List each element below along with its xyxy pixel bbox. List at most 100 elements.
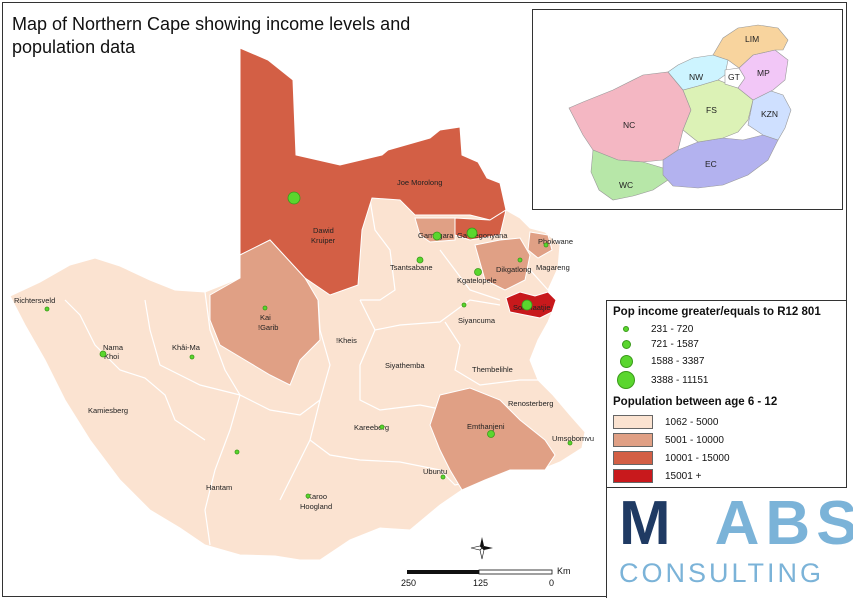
region-kai-garib bbox=[209, 239, 321, 386]
label-ubuntu: Ubuntu bbox=[423, 467, 447, 476]
region-emthanjeni bbox=[429, 387, 556, 491]
inset-label-gt: GT bbox=[728, 72, 740, 82]
legend-population-row: 1062 - 5000 bbox=[613, 414, 718, 430]
label-kai-garib-2: !Garib bbox=[258, 323, 278, 332]
income-dot-kai-garib bbox=[262, 305, 268, 311]
legend-income-row: 721 - 1587 bbox=[613, 336, 699, 352]
income-dot-umsobomvu bbox=[567, 440, 573, 446]
label-magareng: Magareng bbox=[536, 263, 570, 272]
scale-label-250: 250 bbox=[401, 578, 417, 588]
municipality-labels: Joe Morolong Dawid Kruiper Gamagara Ga-S… bbox=[14, 178, 594, 511]
legend-population-title: Population between age 6 - 12 bbox=[613, 396, 778, 408]
legend-swatch bbox=[613, 433, 653, 447]
legend-income-class: 3388 - 11151 bbox=[651, 374, 709, 386]
inset-province-wc bbox=[590, 149, 669, 201]
income-dot-richtersveld bbox=[44, 306, 50, 312]
logo-consulting-text: CONSULTING bbox=[619, 558, 825, 588]
legend-income-class: 231 - 720 bbox=[651, 323, 694, 335]
region-phokwane bbox=[527, 231, 553, 259]
inset-label-nw: NW bbox=[689, 72, 703, 82]
inset-label-wc: WC bbox=[619, 180, 633, 190]
label-nama-khoi-1: Nama bbox=[103, 343, 124, 352]
inset-map-south-africa: LIM NW GT MP NC FS KZN EC WC bbox=[532, 9, 843, 210]
logo-m-mark: M bbox=[619, 489, 671, 558]
income-dot-hantam bbox=[234, 449, 240, 455]
income-dot-ubuntu bbox=[440, 474, 446, 480]
income-dot-karoo-hoogland bbox=[305, 493, 311, 499]
inset-label-fs: FS bbox=[706, 105, 717, 115]
label-ga-segonyana: Ga-Segonyana bbox=[457, 231, 508, 240]
label-kamiesberg: Kamiesberg bbox=[88, 406, 128, 415]
label-phokwane: Phokwane bbox=[538, 237, 573, 246]
legend-population-class: 5001 - 10000 bbox=[665, 434, 724, 446]
label-hantam: Hantam bbox=[206, 483, 232, 492]
income-dot-kareeberg bbox=[379, 424, 385, 430]
label-dawid-kruiper-1: Dawid bbox=[313, 226, 334, 235]
inset-province-nw bbox=[667, 54, 729, 91]
income-dot-kgatelopele bbox=[474, 268, 482, 276]
logo-mabs-rest: ABS bbox=[714, 489, 853, 558]
legend-dot-small-icon bbox=[623, 326, 629, 332]
inset-label-nc: NC bbox=[623, 120, 635, 130]
map-title: Map of Northern Cape showing income leve… bbox=[12, 14, 411, 57]
income-dot-gamagara bbox=[432, 231, 442, 241]
label-joe-morolong: Joe Morolong bbox=[397, 178, 442, 187]
label-emthanjeni: Emthanjeni bbox=[467, 422, 505, 431]
label-kai-garib-1: Kai bbox=[260, 313, 271, 322]
label-karoo-hoogland-1: Karoo bbox=[307, 492, 327, 501]
label-kgatelopele: Kgatelopele bbox=[457, 276, 497, 285]
legend-dot-large-icon bbox=[619, 354, 633, 368]
region-dawid-kruiper-joe-morolong bbox=[239, 47, 507, 296]
inset-province-lim bbox=[712, 24, 789, 69]
legend-swatch bbox=[613, 415, 653, 429]
legend-population-class: 1062 - 5000 bbox=[665, 416, 719, 428]
scale-label-125: 125 bbox=[473, 578, 489, 588]
label-karoo-hoogland-2: Hoogland bbox=[300, 502, 332, 511]
inset-label-lim: LIM bbox=[745, 34, 759, 44]
legend-population-row: 5001 - 10000 bbox=[613, 432, 724, 448]
region-dikgatlong bbox=[474, 237, 531, 291]
income-dot-emthanjeni bbox=[487, 430, 495, 438]
map-frame bbox=[2, 2, 847, 597]
north-arrow-icon bbox=[470, 537, 493, 560]
label-renosterberg: Renosterberg bbox=[508, 399, 553, 408]
label-tsantsabane: Tsantsabane bbox=[390, 263, 433, 272]
scale-label-0: 0 bbox=[549, 578, 555, 588]
legend-population-class: 10001 - 15000 bbox=[665, 452, 730, 464]
legend-income-title: Pop income greater/equals to R12 801 bbox=[613, 306, 821, 318]
income-dot-ga-segonyana bbox=[466, 227, 478, 239]
income-dot-siyancuma bbox=[461, 302, 467, 308]
scale-unit: Km bbox=[557, 566, 571, 576]
income-dots bbox=[44, 191, 573, 499]
legend-population-class: 15001 + bbox=[665, 470, 702, 482]
legend-swatch bbox=[613, 469, 653, 483]
label-kareeberg: Kareeberg bbox=[354, 423, 389, 432]
label-siyathemba: Siyathemba bbox=[385, 361, 425, 370]
label-thembelihle: Thembelihle bbox=[472, 365, 513, 374]
legend-swatch bbox=[613, 451, 653, 465]
inset-province-nc bbox=[568, 71, 692, 163]
legend-population-row: 15001 + bbox=[613, 468, 701, 484]
legend-population-row: 10001 - 15000 bbox=[613, 450, 730, 466]
label-kheis: !Kheis bbox=[336, 336, 357, 345]
label-dikgatlong: Dikgatlong bbox=[496, 265, 531, 274]
label-siyancuma: Siyancuma bbox=[458, 316, 496, 325]
income-dot-phokwane bbox=[543, 242, 549, 248]
region-gamagara bbox=[414, 217, 456, 243]
label-umsobomvu: Umsobomvu bbox=[552, 434, 594, 443]
label-dawid-kruiper-2: Kruiper bbox=[311, 236, 336, 245]
label-khai-ma: Khâi-Ma bbox=[172, 343, 201, 352]
label-nama-khoi-2: Khoi bbox=[104, 352, 119, 361]
map-legend: Pop income greater/equals to R12 801 231… bbox=[606, 300, 847, 488]
legend-dot-xlarge-icon bbox=[617, 371, 635, 389]
legend-income-class: 1588 - 3387 bbox=[651, 355, 705, 367]
inset-province-kzn bbox=[747, 89, 792, 141]
income-dot-khai-ma bbox=[189, 354, 195, 360]
legend-income-row: 231 - 720 bbox=[613, 321, 693, 337]
income-dot-tsantsabane bbox=[416, 256, 424, 264]
inset-label-kzn: KZN bbox=[761, 109, 778, 119]
inset-province-ec bbox=[662, 134, 779, 189]
legend-income-row: 1588 - 3387 bbox=[613, 353, 704, 369]
